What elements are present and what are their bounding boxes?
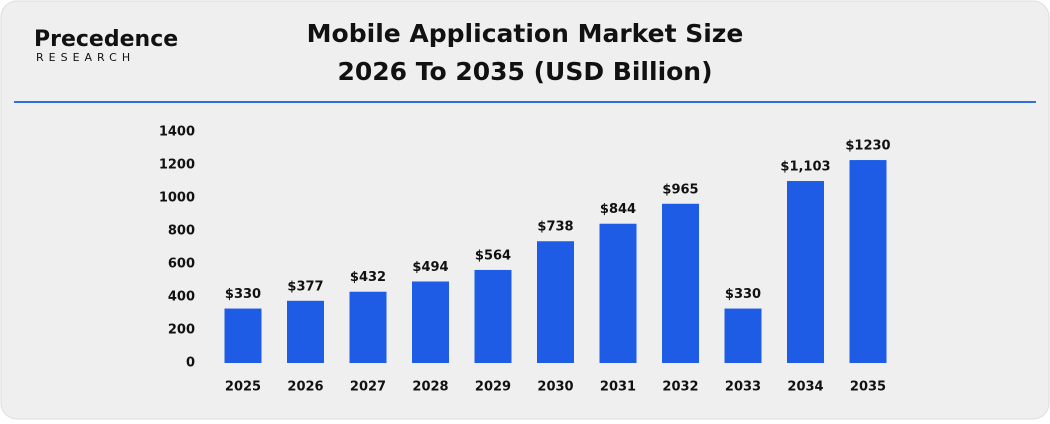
chart-subtitle: 2026 To 2035 (USD Billion) [337, 57, 712, 86]
bar [599, 223, 637, 363]
bar [287, 300, 324, 363]
y-tick-label: 0 [186, 356, 195, 371]
x-tick-label: 2034 [787, 380, 823, 395]
bar [474, 269, 512, 363]
logo-name: Precedence [34, 27, 178, 52]
x-tick-label: 2025 [225, 380, 261, 395]
value-label: $432 [350, 270, 386, 285]
y-tick-label: 1200 [159, 158, 195, 173]
x-tick-label: 2029 [475, 380, 511, 395]
bar [412, 281, 449, 363]
x-tick-label: 2031 [600, 380, 636, 395]
x-tick-label: 2035 [850, 380, 886, 395]
bar [349, 291, 387, 363]
value-label: $494 [412, 260, 448, 275]
value-label: $1230 [845, 139, 890, 154]
chart-title: Mobile Application Market Size [307, 19, 744, 48]
y-tick-label: 200 [168, 323, 195, 338]
value-label: $330 [725, 287, 761, 302]
y-tick-label: 1400 [159, 125, 195, 140]
value-label: $377 [287, 279, 323, 294]
value-label: $965 [662, 182, 698, 197]
bar [224, 308, 262, 363]
bar [849, 160, 887, 363]
logo-tagline: RESEARCH [36, 51, 135, 64]
bar [537, 241, 574, 363]
y-tick-label: 600 [168, 257, 195, 272]
value-label: $564 [475, 248, 511, 263]
x-tick-label: 2026 [287, 380, 323, 395]
x-tick-label: 2030 [537, 380, 573, 395]
value-label: $844 [600, 202, 636, 217]
x-tick-label: 2033 [725, 380, 761, 395]
y-tick-label: 800 [168, 224, 195, 239]
x-tick-label: 2028 [412, 380, 448, 395]
x-tick-label: 2027 [350, 380, 386, 395]
y-tick-label: 1000 [159, 191, 195, 206]
bar [724, 308, 762, 363]
value-label: $1,103 [780, 160, 830, 175]
value-label: $738 [537, 220, 573, 235]
x-tick-label: 2032 [662, 380, 698, 395]
y-tick-label: 400 [168, 290, 195, 305]
bar [662, 203, 699, 363]
bar [787, 181, 824, 363]
value-label: $330 [225, 287, 261, 302]
